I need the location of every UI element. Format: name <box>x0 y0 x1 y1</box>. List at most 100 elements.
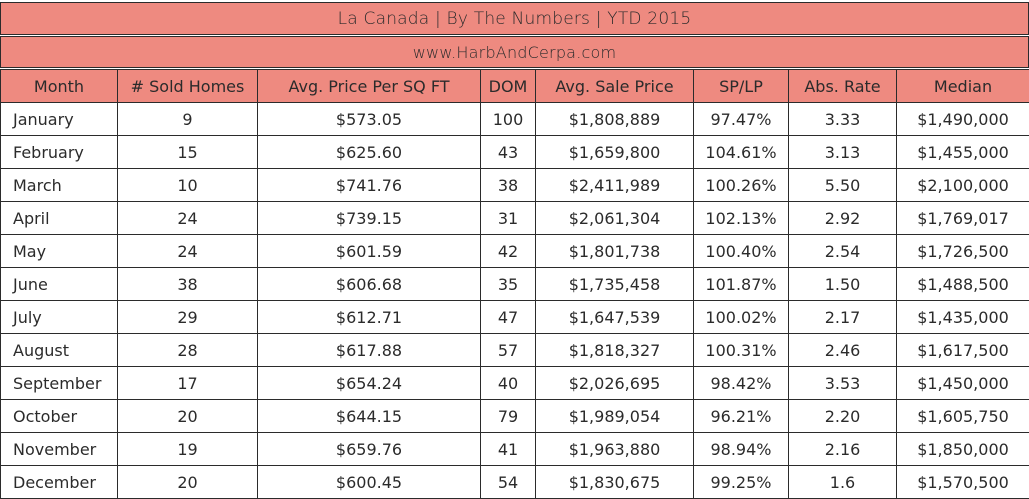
abs-rate-cell: 3.13 <box>789 136 897 169</box>
price-per-sqft-cell: $625.60 <box>258 136 481 169</box>
median-cell: $1,726,500 <box>897 235 1029 268</box>
dom-cell: 40 <box>481 367 536 400</box>
dom-cell: 79 <box>481 400 536 433</box>
avg-sale-price-cell: $2,026,695 <box>536 367 694 400</box>
dom-cell: 42 <box>481 235 536 268</box>
avg-sale-price-cell: $2,411,989 <box>536 169 694 202</box>
sold-homes-cell: 24 <box>118 202 258 235</box>
sold-homes-cell: 15 <box>118 136 258 169</box>
sold-homes-cell: 20 <box>118 466 258 499</box>
sp-lp-cell: 98.94% <box>694 433 789 466</box>
month-cell: March <box>1 169 118 202</box>
column-header-sp-lp: SP/LP <box>694 70 789 103</box>
header-row: Month # Sold Homes Avg. Price Per SQ FT … <box>1 70 1029 103</box>
column-header-dom: DOM <box>481 70 536 103</box>
sp-lp-cell: 99.25% <box>694 466 789 499</box>
sp-lp-cell: 100.26% <box>694 169 789 202</box>
month-cell: August <box>1 334 118 367</box>
sp-lp-cell: 100.02% <box>694 301 789 334</box>
dom-cell: 43 <box>481 136 536 169</box>
avg-sale-price-cell: $1,808,889 <box>536 103 694 136</box>
price-per-sqft-cell: $617.88 <box>258 334 481 367</box>
avg-sale-price-cell: $1,735,458 <box>536 268 694 301</box>
avg-sale-price-cell: $1,989,054 <box>536 400 694 433</box>
abs-rate-cell: 2.20 <box>789 400 897 433</box>
month-cell: January <box>1 103 118 136</box>
abs-rate-cell: 2.46 <box>789 334 897 367</box>
column-header-median: Median <box>897 70 1029 103</box>
sp-lp-cell: 104.61% <box>694 136 789 169</box>
median-cell: $1,769,017 <box>897 202 1029 235</box>
sold-homes-cell: 10 <box>118 169 258 202</box>
median-cell: $1,450,000 <box>897 367 1029 400</box>
sp-lp-cell: 96.21% <box>694 400 789 433</box>
sold-homes-cell: 24 <box>118 235 258 268</box>
sold-homes-cell: 20 <box>118 400 258 433</box>
abs-rate-cell: 2.16 <box>789 433 897 466</box>
median-cell: $2,100,000 <box>897 169 1029 202</box>
dom-cell: 41 <box>481 433 536 466</box>
median-cell: $1,488,500 <box>897 268 1029 301</box>
price-per-sqft-cell: $606.68 <box>258 268 481 301</box>
dom-cell: 31 <box>481 202 536 235</box>
price-per-sqft-cell: $612.71 <box>258 301 481 334</box>
avg-sale-price-cell: $2,061,304 <box>536 202 694 235</box>
dom-cell: 47 <box>481 301 536 334</box>
column-header-month: Month <box>1 70 118 103</box>
sp-lp-cell: 100.31% <box>694 334 789 367</box>
avg-sale-price-cell: $1,647,539 <box>536 301 694 334</box>
month-cell: October <box>1 400 118 433</box>
sold-homes-cell: 29 <box>118 301 258 334</box>
price-per-sqft-cell: $600.45 <box>258 466 481 499</box>
column-header-price-per-sqft: Avg. Price Per SQ FT <box>258 70 481 103</box>
column-header-avg-sale-price: Avg. Sale Price <box>536 70 694 103</box>
sp-lp-cell: 100.40% <box>694 235 789 268</box>
sp-lp-cell: 97.47% <box>694 103 789 136</box>
column-header-sold-homes: # Sold Homes <box>118 70 258 103</box>
abs-rate-cell: 2.92 <box>789 202 897 235</box>
median-cell: $1,570,500 <box>897 466 1029 499</box>
median-cell: $1,435,000 <box>897 301 1029 334</box>
abs-rate-cell: 1.50 <box>789 268 897 301</box>
dom-cell: 35 <box>481 268 536 301</box>
dom-cell: 100 <box>481 103 536 136</box>
price-per-sqft-cell: $573.05 <box>258 103 481 136</box>
abs-rate-cell: 2.54 <box>789 235 897 268</box>
sold-homes-cell: 17 <box>118 367 258 400</box>
month-cell: April <box>1 202 118 235</box>
abs-rate-cell: 3.33 <box>789 103 897 136</box>
abs-rate-cell: 5.50 <box>789 169 897 202</box>
sold-homes-cell: 19 <box>118 433 258 466</box>
sold-homes-cell: 38 <box>118 268 258 301</box>
median-cell: $1,490,000 <box>897 103 1029 136</box>
avg-sale-price-cell: $1,818,327 <box>536 334 694 367</box>
dom-cell: 38 <box>481 169 536 202</box>
month-cell: July <box>1 301 118 334</box>
abs-rate-cell: 3.53 <box>789 367 897 400</box>
median-cell: $1,850,000 <box>897 433 1029 466</box>
avg-sale-price-cell: $1,801,738 <box>536 235 694 268</box>
column-header-abs-rate: Abs. Rate <box>789 70 897 103</box>
dom-cell: 54 <box>481 466 536 499</box>
sold-homes-cell: 9 <box>118 103 258 136</box>
month-cell: February <box>1 136 118 169</box>
price-per-sqft-cell: $644.15 <box>258 400 481 433</box>
monthly-stats-table: Month # Sold Homes Avg. Price Per SQ FT … <box>0 69 1029 499</box>
sp-lp-cell: 101.87% <box>694 268 789 301</box>
median-cell: $1,605,750 <box>897 400 1029 433</box>
price-per-sqft-cell: $601.59 <box>258 235 481 268</box>
sold-homes-cell: 28 <box>118 334 258 367</box>
month-cell: December <box>1 466 118 499</box>
median-cell: $1,455,000 <box>897 136 1029 169</box>
